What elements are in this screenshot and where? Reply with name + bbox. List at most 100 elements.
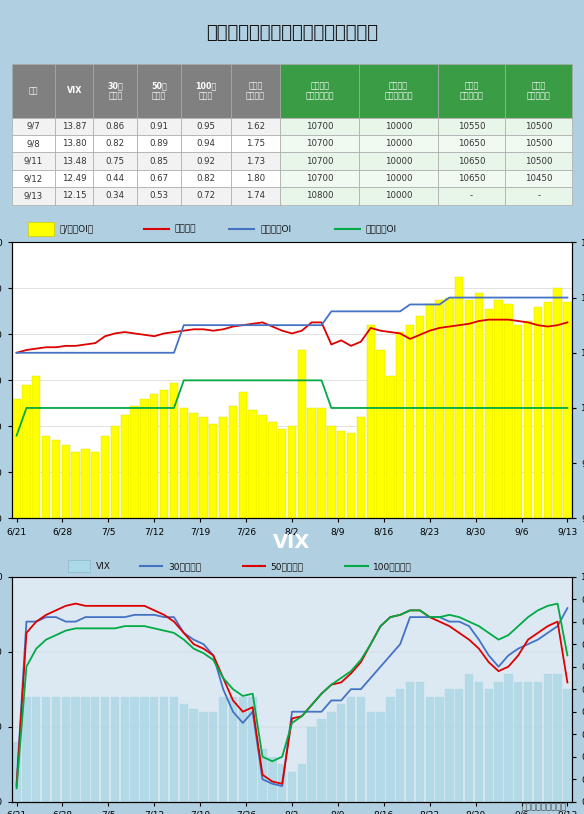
Bar (32, 697, 40, 814)
Text: 12.15: 12.15 (62, 191, 87, 200)
Bar (327, 711, 336, 814)
Text: 10500: 10500 (525, 156, 552, 165)
Bar (347, 433, 355, 702)
Bar (495, 300, 503, 702)
Bar (121, 415, 129, 702)
Text: 9/12: 9/12 (24, 174, 43, 183)
Bar (288, 427, 296, 702)
Bar (514, 325, 523, 702)
Text: 10700: 10700 (306, 122, 333, 131)
Bar (438, 187, 505, 204)
Text: 10650: 10650 (458, 139, 485, 148)
Text: 選擇權波動率指數與賣買權未平倉比: 選擇權波動率指數與賣買權未平倉比 (206, 24, 378, 42)
Text: -: - (537, 191, 540, 200)
Bar (504, 304, 513, 702)
Bar (485, 309, 493, 702)
Text: 0.94: 0.94 (196, 139, 215, 148)
Text: VIX: VIX (273, 533, 311, 552)
Bar (42, 435, 50, 702)
Bar (258, 415, 267, 702)
Text: 0.82: 0.82 (106, 139, 125, 148)
Bar (396, 332, 404, 702)
Bar (140, 697, 149, 814)
Text: 1.73: 1.73 (246, 156, 265, 165)
Bar (61, 697, 70, 814)
Bar (137, 187, 181, 204)
Bar (268, 422, 276, 702)
Bar (438, 170, 505, 187)
Bar (337, 431, 345, 702)
Bar (563, 689, 572, 814)
Bar (367, 711, 375, 814)
Bar (416, 681, 424, 814)
Bar (68, 560, 90, 572)
Bar (55, 135, 93, 152)
Bar (111, 427, 119, 702)
Bar (416, 316, 424, 702)
Text: 1.74: 1.74 (246, 191, 265, 200)
Text: VIX: VIX (67, 86, 82, 95)
Bar (534, 307, 542, 702)
Bar (55, 64, 93, 118)
Bar (32, 376, 40, 702)
Bar (280, 170, 359, 187)
Bar (181, 170, 231, 187)
Text: 0.85: 0.85 (150, 156, 169, 165)
Bar (101, 435, 109, 702)
Bar (55, 118, 93, 135)
Bar (435, 300, 444, 702)
Text: 10000: 10000 (385, 122, 412, 131)
Bar (12, 135, 55, 152)
Bar (137, 170, 181, 187)
Bar (308, 408, 316, 702)
Bar (298, 351, 306, 702)
Bar (199, 417, 208, 702)
Bar (189, 709, 198, 814)
Text: 0.72: 0.72 (196, 191, 215, 200)
Text: 買權最大
未平倉履約價: 買權最大 未平倉履約價 (305, 81, 334, 101)
Text: 買權最大OI: 買權最大OI (260, 224, 291, 233)
Bar (337, 704, 345, 814)
Bar (359, 170, 438, 187)
Text: 12.49: 12.49 (62, 174, 86, 183)
Bar (554, 674, 562, 814)
Bar (52, 440, 60, 702)
Bar (209, 711, 217, 814)
Text: 0.95: 0.95 (196, 122, 215, 131)
Bar (278, 764, 286, 814)
Text: 10800: 10800 (306, 191, 333, 200)
Bar (12, 170, 55, 187)
Bar (445, 298, 454, 702)
Bar (239, 697, 247, 814)
Bar (534, 681, 542, 814)
Bar (181, 64, 231, 118)
Text: 10000: 10000 (385, 156, 412, 165)
Text: 30日
百分位: 30日 百分位 (107, 81, 123, 101)
Bar (426, 304, 434, 702)
Text: 13.48: 13.48 (62, 156, 87, 165)
Text: 13.87: 13.87 (62, 122, 87, 131)
Text: 1.75: 1.75 (246, 139, 265, 148)
Bar (137, 118, 181, 135)
Text: 10650: 10650 (458, 156, 485, 165)
Text: 100日百分位: 100日百分位 (373, 562, 412, 571)
Bar (426, 697, 434, 814)
Bar (219, 697, 227, 814)
Bar (55, 152, 93, 170)
Bar (12, 742, 21, 814)
Bar (308, 727, 316, 814)
Bar (55, 187, 93, 204)
Bar (93, 170, 137, 187)
Bar (359, 187, 438, 204)
Text: 週買權
最大履約價: 週買權 最大履約價 (460, 81, 484, 101)
Bar (81, 449, 89, 702)
Bar (93, 118, 137, 135)
Bar (12, 118, 55, 135)
Bar (465, 300, 473, 702)
Bar (189, 413, 198, 702)
Bar (280, 135, 359, 152)
Text: 10000: 10000 (385, 191, 412, 200)
Text: 0.86: 0.86 (106, 122, 125, 131)
Bar (42, 697, 50, 814)
Bar (71, 452, 80, 702)
